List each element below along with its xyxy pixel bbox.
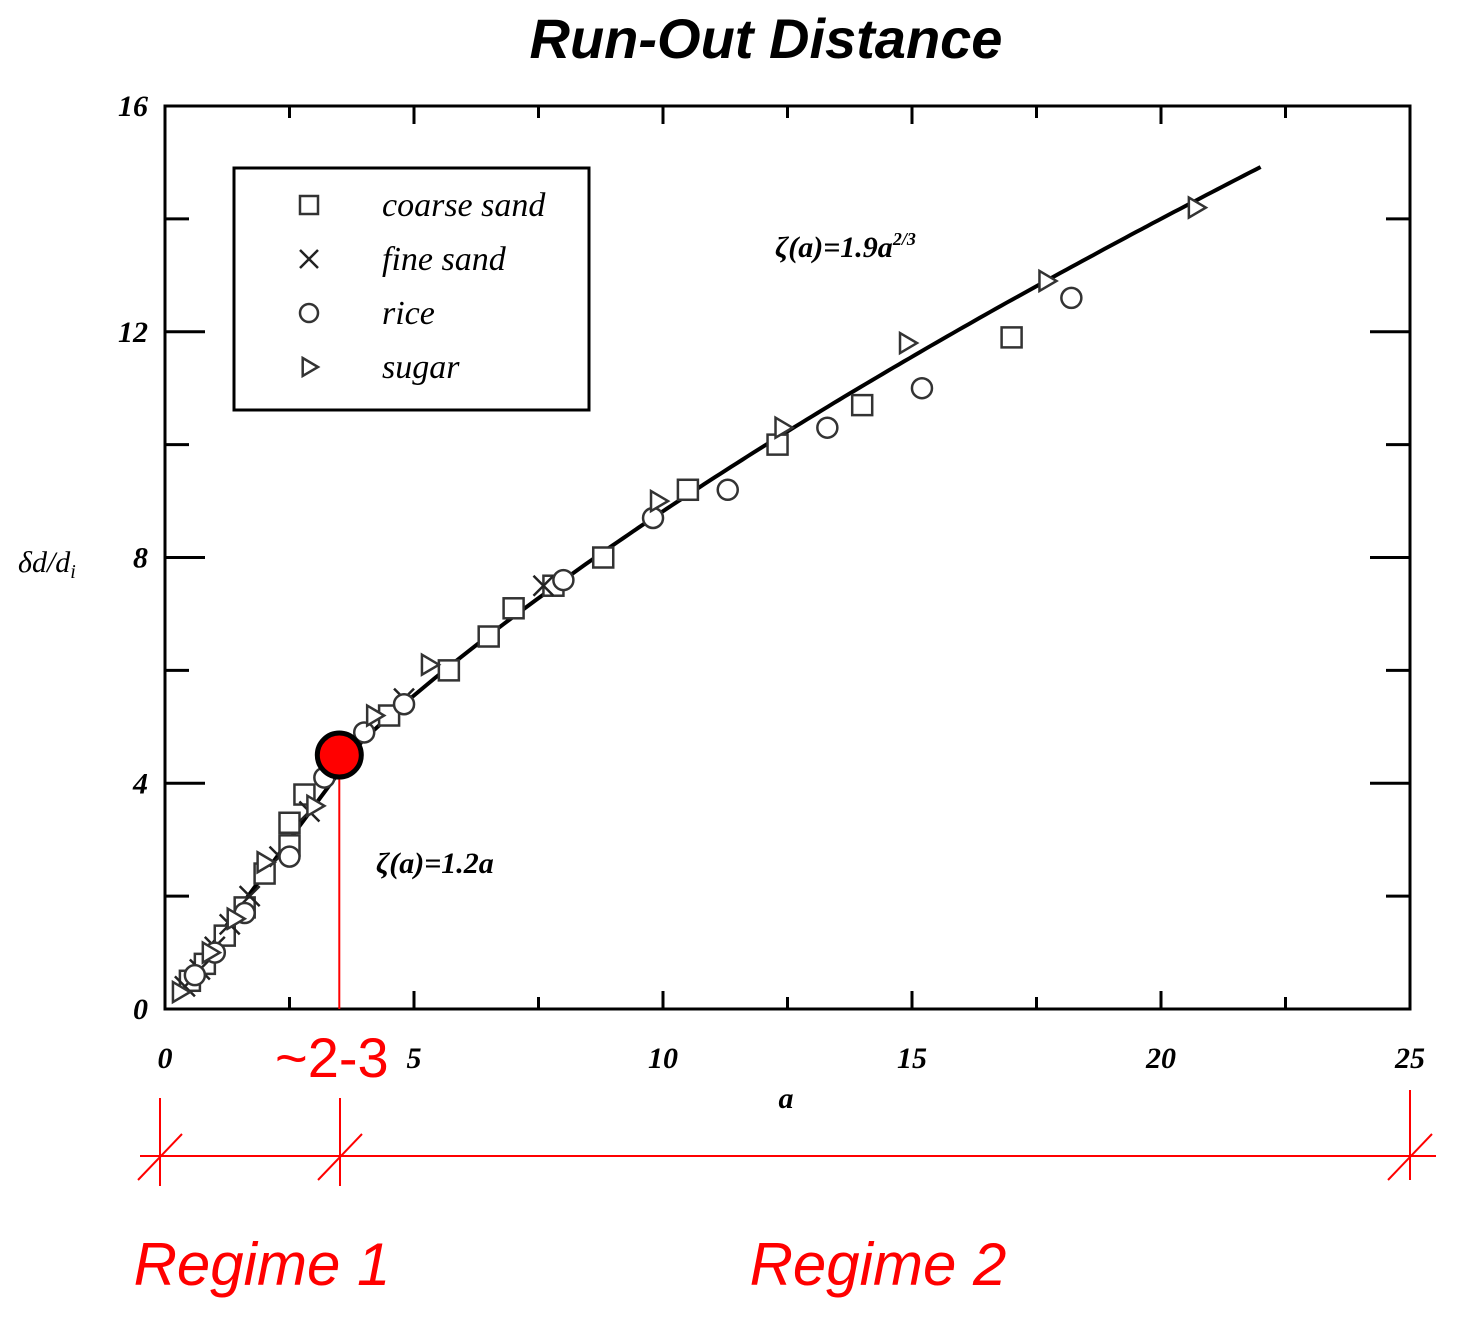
legend-items: coarse sand fine sand rice sugar	[298, 187, 546, 386]
legend-label: fine sand	[382, 241, 507, 278]
y-axis-label: δd/di	[18, 546, 76, 583]
data-point-triangle-right	[226, 906, 248, 931]
data-point-square	[437, 659, 461, 682]
data-point-triangle-right	[649, 488, 671, 514]
data-point-triangle-right	[420, 652, 442, 677]
data-point-circle	[278, 845, 301, 868]
data-point-square	[676, 478, 700, 502]
data-point-circle	[716, 478, 739, 502]
transition-label: ~2-3	[275, 1026, 389, 1089]
data-point-square	[1000, 326, 1023, 349]
data-point-circle	[392, 692, 416, 716]
data-point-circle	[352, 721, 376, 744]
data-point-triangle-right	[1187, 195, 1209, 220]
data-point-triangle-right	[1038, 268, 1059, 294]
transition-point	[314, 730, 364, 780]
y-axis-label-main: δd/d	[18, 546, 71, 579]
legend-label: rice	[382, 295, 435, 332]
legend-label: sugar	[382, 349, 460, 386]
legend-marker-triangle-right	[301, 355, 321, 379]
x-tick-label: 15	[897, 1042, 927, 1075]
regime-1-label: Regime 1	[134, 1231, 391, 1298]
regime-mid-tick	[317, 1133, 363, 1181]
regime-right-tick	[1387, 1133, 1433, 1181]
data-point-circle	[1060, 286, 1083, 310]
data-point-x	[532, 574, 555, 597]
power-law-equation: ζ(a)=1.9a2/3	[775, 229, 916, 264]
y-tick-label: 12	[118, 316, 148, 349]
x-tick-label: 5	[407, 1042, 422, 1075]
x-tick-label: 10	[648, 1042, 678, 1075]
data-point-triangle-right	[365, 703, 387, 728]
power-law-equation-exponent: 2/3	[892, 229, 916, 249]
data-point-triangle-right	[256, 850, 278, 875]
data-point-square	[278, 811, 301, 835]
data-point-triangle-right	[201, 940, 223, 965]
legend-marker-circle	[298, 302, 320, 324]
data-point-circle	[183, 963, 207, 987]
power-law-equation-main: ζ(a)=1.9a	[775, 231, 893, 264]
legend-marker-square	[298, 194, 320, 216]
axis-tick-labels: 0 5 10 15 20 25 0 4 8 12 16	[118, 90, 1425, 1075]
regime-left-tick	[137, 1133, 183, 1181]
data-point-square	[850, 393, 874, 417]
regime-dimension-line	[137, 1090, 1436, 1186]
y-tick-label: 0	[133, 993, 148, 1026]
data-point-square	[477, 625, 500, 648]
chart-title: Run-Out Distance	[530, 7, 1003, 70]
data-point-circle	[910, 376, 934, 400]
legend-box	[232, 166, 591, 412]
axis-ticks	[163, 104, 1412, 1011]
x-tick-label: 20	[1145, 1042, 1176, 1075]
x-tick-label: 25	[1394, 1042, 1425, 1075]
legend: coarse sand fine sand rice sugar	[232, 166, 591, 412]
data-point-square	[502, 597, 525, 620]
data-point-triangle-right	[898, 330, 920, 356]
y-axis-label-sub: i	[70, 561, 76, 583]
data-point-square	[591, 546, 615, 569]
y-tick-label: 4	[132, 767, 148, 800]
x-tick-label: 0	[158, 1042, 173, 1075]
y-tick-label: 16	[118, 90, 148, 123]
data-point-circle	[816, 416, 839, 439]
x-axis-label: a	[779, 1082, 794, 1115]
legend-label: coarse sand	[382, 187, 546, 224]
data-point-circle	[552, 568, 575, 592]
y-tick-label: 8	[133, 542, 148, 575]
data-point-triangle-right	[774, 415, 795, 440]
data-points	[171, 195, 1209, 1005]
legend-marker-x	[299, 249, 319, 269]
linear-equation: ζ(a)=1.2a	[376, 847, 494, 880]
regime-2-label: Regime 2	[750, 1231, 1007, 1298]
data-point-triangle-right	[306, 793, 327, 819]
data-point-triangle-right	[171, 979, 193, 1005]
